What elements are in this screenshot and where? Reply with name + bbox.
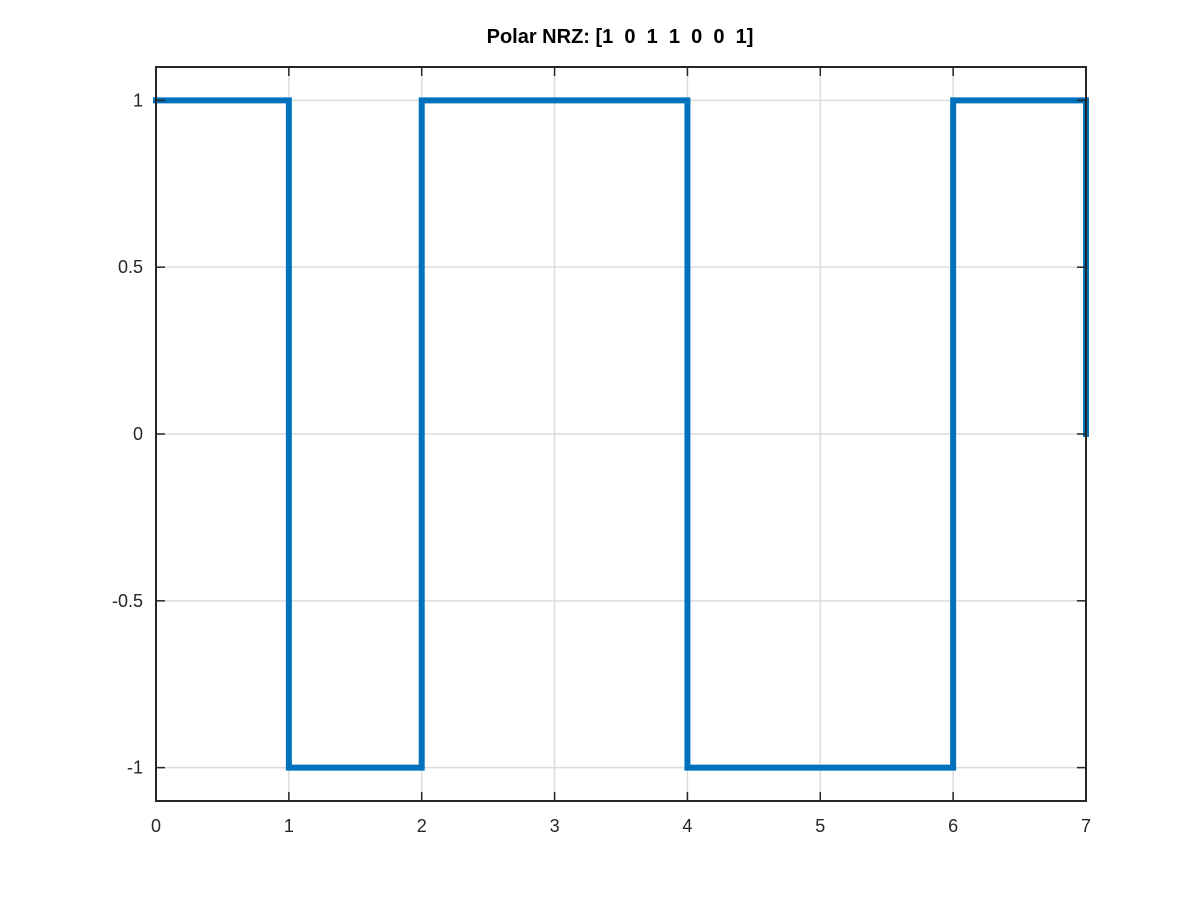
x-tick-label: 6	[948, 816, 958, 836]
x-tick-label: 4	[682, 816, 692, 836]
y-tick-label: -0.5	[112, 591, 143, 611]
x-tick-label: 7	[1081, 816, 1091, 836]
series-line	[153, 97, 1089, 771]
tick-labels: 0 1 2 3 4 5 6 7 1 0.5 0 -0.5 -1	[112, 90, 1091, 836]
grid	[156, 67, 1086, 801]
x-tick-label: 0	[151, 816, 161, 836]
y-tick-label: -1	[127, 758, 143, 778]
y-tick-label: 1	[133, 90, 143, 110]
x-tick-label: 5	[815, 816, 825, 836]
y-tick-label: 0	[133, 424, 143, 444]
x-tick-label: 1	[284, 816, 294, 836]
x-tick-label: 2	[417, 816, 427, 836]
x-tick-label: 3	[550, 816, 560, 836]
chart-title: Polar NRZ: [1 0 1 1 0 0 1]	[487, 26, 754, 48]
y-tick-label: 0.5	[118, 257, 143, 277]
axes	[155, 66, 1087, 802]
series-layer	[153, 97, 1089, 771]
